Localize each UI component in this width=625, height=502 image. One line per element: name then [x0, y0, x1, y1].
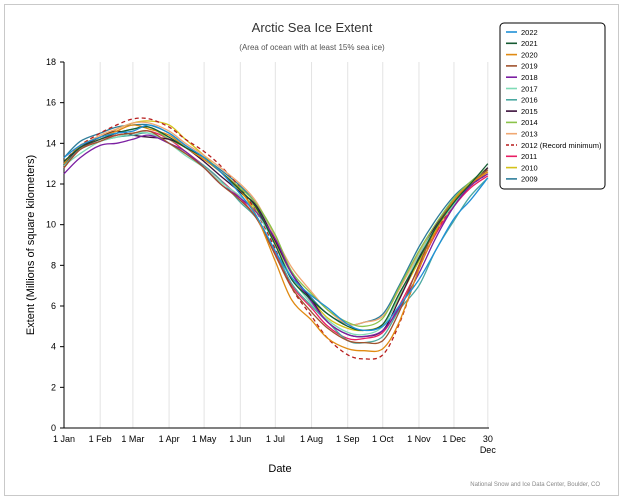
- y-tick-label: 8: [51, 260, 56, 270]
- legend-label: 2014: [521, 118, 538, 127]
- credit-text: National Snow and Ice Data Center, Bould…: [470, 482, 600, 488]
- x-tick-label: Dec: [480, 445, 497, 455]
- y-tick-label: 16: [46, 98, 56, 108]
- x-tick-label: 1 Dec: [442, 434, 466, 444]
- x-tick-label: 1 May: [192, 434, 217, 444]
- series-line-2013: [63, 121, 489, 326]
- legend-label: 2015: [521, 107, 538, 116]
- legend: 2022 2021 2020 2019 2018 2017 2016 2015 2014 2013…: [499, 22, 606, 190]
- series-lines: [63, 117, 489, 360]
- chart-title: Arctic Sea Ice Extent: [252, 20, 373, 35]
- series-line-2018: [63, 134, 489, 338]
- legend-label: 2012 (Record minimum): [521, 141, 602, 150]
- x-tick-label: 1 Jul: [266, 434, 285, 444]
- legend-label: 2022: [521, 28, 538, 37]
- x-axis-title: Date: [268, 463, 291, 475]
- y-tick-label: 2: [51, 382, 56, 392]
- y-tick-label: 12: [46, 179, 56, 189]
- series-line-2020: [63, 124, 489, 353]
- x-tick-label: 1 Mar: [121, 434, 144, 444]
- legend-label: 2009: [521, 175, 538, 184]
- series-line-2017: [63, 131, 489, 336]
- y-tick-label: 10: [46, 220, 56, 230]
- series-line-2014: [63, 125, 489, 328]
- series-line-2021: [63, 126, 489, 332]
- series-line-2019: [63, 129, 489, 345]
- y-tick-label: 6: [51, 301, 56, 311]
- legend-label: 2019: [521, 62, 538, 71]
- legend-label: 2011: [521, 152, 537, 161]
- legend-box: [499, 22, 606, 190]
- x-tick-label: 1 Oct: [372, 434, 394, 444]
- legend-label: 2020: [521, 50, 538, 59]
- tick-labels: 1 Jan 1 Feb 1 Mar 1 Apr 1 May 1 Jun 1 Jul 1 Aug…: [46, 57, 496, 455]
- legend-label: 2018: [521, 73, 538, 82]
- legend-label: 2021: [521, 39, 538, 48]
- x-tick-label: 1 Feb: [89, 434, 112, 444]
- x-tick-label: 1 Sep: [336, 434, 360, 444]
- series-line-2015: [63, 130, 489, 338]
- y-tick-label: 4: [51, 342, 56, 352]
- x-tick-label: 1 Apr: [159, 434, 180, 444]
- y-axis-title: Extent (Millions of square kilometers): [25, 155, 37, 335]
- series-line-2010: [63, 120, 489, 332]
- x-tick-label: 30: [483, 434, 493, 444]
- y-tick-label: 18: [46, 57, 56, 67]
- x-tick-label: 1 Nov: [407, 434, 431, 444]
- legend-label: 2016: [521, 96, 538, 105]
- x-tick-label: 1 Jun: [229, 434, 251, 444]
- y-tick-label: 0: [51, 423, 56, 433]
- axes: [60, 61, 489, 429]
- legend-label: 2017: [521, 84, 538, 93]
- x-tick-label: 1 Aug: [300, 434, 323, 444]
- legend-label: 2010: [521, 163, 538, 172]
- y-tick-label: 14: [46, 138, 56, 148]
- series-line-2022: [63, 124, 489, 332]
- legend-label: 2013: [521, 130, 538, 139]
- series-line-2009: [63, 123, 489, 326]
- chart-subtitle: (Area of ocean with at least 15% sea ice…: [239, 43, 385, 52]
- x-tick-label: 1 Jan: [53, 434, 75, 444]
